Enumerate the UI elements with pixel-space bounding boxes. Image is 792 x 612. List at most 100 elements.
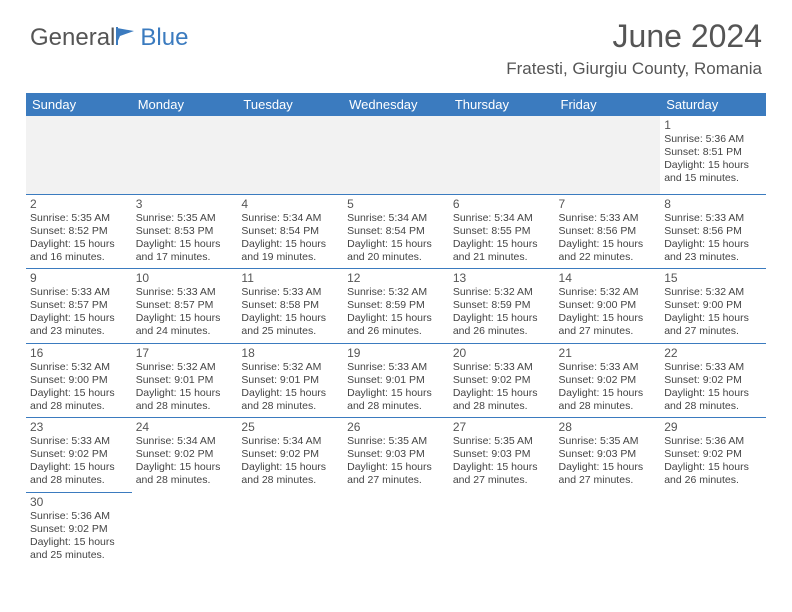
day-info: Sunrise: 5:32 AMSunset: 8:59 PMDaylight:… [347,286,445,339]
day-number: 6 [453,197,551,211]
sunset-text: Sunset: 8:58 PM [241,299,339,312]
daylight-text: Daylight: 15 hours and 28 minutes. [136,461,234,487]
daylight-text: Daylight: 15 hours and 27 minutes. [347,461,445,487]
day-number: 27 [453,420,551,434]
sunrise-text: Sunrise: 5:33 AM [664,361,762,374]
sunset-text: Sunset: 8:52 PM [30,225,128,238]
calendar-cell: 8Sunrise: 5:33 AMSunset: 8:56 PMDaylight… [660,194,766,269]
calendar-cell: 24Sunrise: 5:34 AMSunset: 9:02 PMDayligh… [132,418,238,493]
calendar-cell [343,116,449,194]
location: Fratesti, Giurgiu County, Romania [506,59,762,79]
sunset-text: Sunset: 9:00 PM [30,374,128,387]
calendar-cell [449,116,555,194]
sunrise-text: Sunrise: 5:34 AM [241,435,339,448]
calendar-cell: 30Sunrise: 5:36 AMSunset: 9:02 PMDayligh… [26,492,132,566]
day-number: 8 [664,197,762,211]
sunrise-text: Sunrise: 5:33 AM [453,361,551,374]
day-info: Sunrise: 5:32 AMSunset: 9:01 PMDaylight:… [241,361,339,414]
sunrise-text: Sunrise: 5:34 AM [347,212,445,225]
calendar-table: SundayMondayTuesdayWednesdayThursdayFrid… [26,93,766,566]
calendar-week: 9Sunrise: 5:33 AMSunset: 8:57 PMDaylight… [26,269,766,344]
sunrise-text: Sunrise: 5:33 AM [347,361,445,374]
calendar-cell [132,116,238,194]
sunrise-text: Sunrise: 5:33 AM [664,212,762,225]
calendar-cell: 28Sunrise: 5:35 AMSunset: 9:03 PMDayligh… [555,418,661,493]
daylight-text: Daylight: 15 hours and 22 minutes. [559,238,657,264]
calendar-cell [660,492,766,566]
day-info: Sunrise: 5:33 AMSunset: 8:57 PMDaylight:… [30,286,128,339]
calendar-cell [343,492,449,566]
flag-icon [116,27,138,45]
sunset-text: Sunset: 8:59 PM [453,299,551,312]
sunrise-text: Sunrise: 5:33 AM [241,286,339,299]
day-info: Sunrise: 5:34 AMSunset: 8:55 PMDaylight:… [453,212,551,265]
daylight-text: Daylight: 15 hours and 28 minutes. [30,387,128,413]
sunrise-text: Sunrise: 5:33 AM [30,286,128,299]
day-info: Sunrise: 5:35 AMSunset: 9:03 PMDaylight:… [559,435,657,488]
calendar-cell: 1Sunrise: 5:36 AMSunset: 8:51 PMDaylight… [660,116,766,194]
day-number: 1 [664,118,762,132]
daylight-text: Daylight: 15 hours and 17 minutes. [136,238,234,264]
calendar-cell: 27Sunrise: 5:35 AMSunset: 9:03 PMDayligh… [449,418,555,493]
calendar-cell: 5Sunrise: 5:34 AMSunset: 8:54 PMDaylight… [343,194,449,269]
weekday-header: Thursday [449,93,555,116]
sunrise-text: Sunrise: 5:35 AM [136,212,234,225]
daylight-text: Daylight: 15 hours and 27 minutes. [559,461,657,487]
day-info: Sunrise: 5:33 AMSunset: 9:02 PMDaylight:… [664,361,762,414]
sunrise-text: Sunrise: 5:32 AM [241,361,339,374]
sunset-text: Sunset: 9:02 PM [136,448,234,461]
daylight-text: Daylight: 15 hours and 28 minutes. [136,387,234,413]
sunset-text: Sunset: 8:57 PM [30,299,128,312]
day-number: 22 [664,346,762,360]
day-number: 9 [30,271,128,285]
daylight-text: Daylight: 15 hours and 28 minutes. [559,387,657,413]
sunrise-text: Sunrise: 5:33 AM [559,361,657,374]
calendar-cell: 22Sunrise: 5:33 AMSunset: 9:02 PMDayligh… [660,343,766,418]
day-info: Sunrise: 5:34 AMSunset: 9:02 PMDaylight:… [241,435,339,488]
calendar-cell: 7Sunrise: 5:33 AMSunset: 8:56 PMDaylight… [555,194,661,269]
day-number: 15 [664,271,762,285]
logo: General Blue [30,18,188,52]
day-info: Sunrise: 5:32 AMSunset: 9:01 PMDaylight:… [136,361,234,414]
calendar-cell: 19Sunrise: 5:33 AMSunset: 9:01 PMDayligh… [343,343,449,418]
sunrise-text: Sunrise: 5:33 AM [136,286,234,299]
sunrise-text: Sunrise: 5:35 AM [453,435,551,448]
calendar-week: 16Sunrise: 5:32 AMSunset: 9:00 PMDayligh… [26,343,766,418]
calendar-cell: 11Sunrise: 5:33 AMSunset: 8:58 PMDayligh… [237,269,343,344]
weekday-header: Monday [132,93,238,116]
sunset-text: Sunset: 9:02 PM [30,448,128,461]
calendar-cell [237,492,343,566]
day-number: 30 [30,495,128,509]
day-number: 16 [30,346,128,360]
calendar-cell: 20Sunrise: 5:33 AMSunset: 9:02 PMDayligh… [449,343,555,418]
calendar-cell [132,492,238,566]
day-number: 18 [241,346,339,360]
day-info: Sunrise: 5:33 AMSunset: 8:56 PMDaylight:… [664,212,762,265]
day-info: Sunrise: 5:34 AMSunset: 9:02 PMDaylight:… [136,435,234,488]
day-number: 3 [136,197,234,211]
day-info: Sunrise: 5:33 AMSunset: 8:56 PMDaylight:… [559,212,657,265]
day-number: 21 [559,346,657,360]
day-info: Sunrise: 5:33 AMSunset: 9:02 PMDaylight:… [30,435,128,488]
day-info: Sunrise: 5:33 AMSunset: 8:57 PMDaylight:… [136,286,234,339]
daylight-text: Daylight: 15 hours and 27 minutes. [664,312,762,338]
sunrise-text: Sunrise: 5:33 AM [559,212,657,225]
sunset-text: Sunset: 9:01 PM [347,374,445,387]
daylight-text: Daylight: 15 hours and 26 minutes. [347,312,445,338]
sunset-text: Sunset: 9:02 PM [241,448,339,461]
day-info: Sunrise: 5:32 AMSunset: 9:00 PMDaylight:… [30,361,128,414]
sunset-text: Sunset: 9:02 PM [664,448,762,461]
weekday-header: Sunday [26,93,132,116]
calendar-cell: 6Sunrise: 5:34 AMSunset: 8:55 PMDaylight… [449,194,555,269]
sunrise-text: Sunrise: 5:35 AM [559,435,657,448]
sunset-text: Sunset: 8:55 PM [453,225,551,238]
day-info: Sunrise: 5:33 AMSunset: 8:58 PMDaylight:… [241,286,339,339]
sunset-text: Sunset: 8:59 PM [347,299,445,312]
sunrise-text: Sunrise: 5:34 AM [136,435,234,448]
daylight-text: Daylight: 15 hours and 20 minutes. [347,238,445,264]
calendar-cell: 9Sunrise: 5:33 AMSunset: 8:57 PMDaylight… [26,269,132,344]
sunset-text: Sunset: 9:02 PM [30,523,128,536]
day-number: 20 [453,346,551,360]
sunrise-text: Sunrise: 5:33 AM [30,435,128,448]
calendar-cell: 13Sunrise: 5:32 AMSunset: 8:59 PMDayligh… [449,269,555,344]
